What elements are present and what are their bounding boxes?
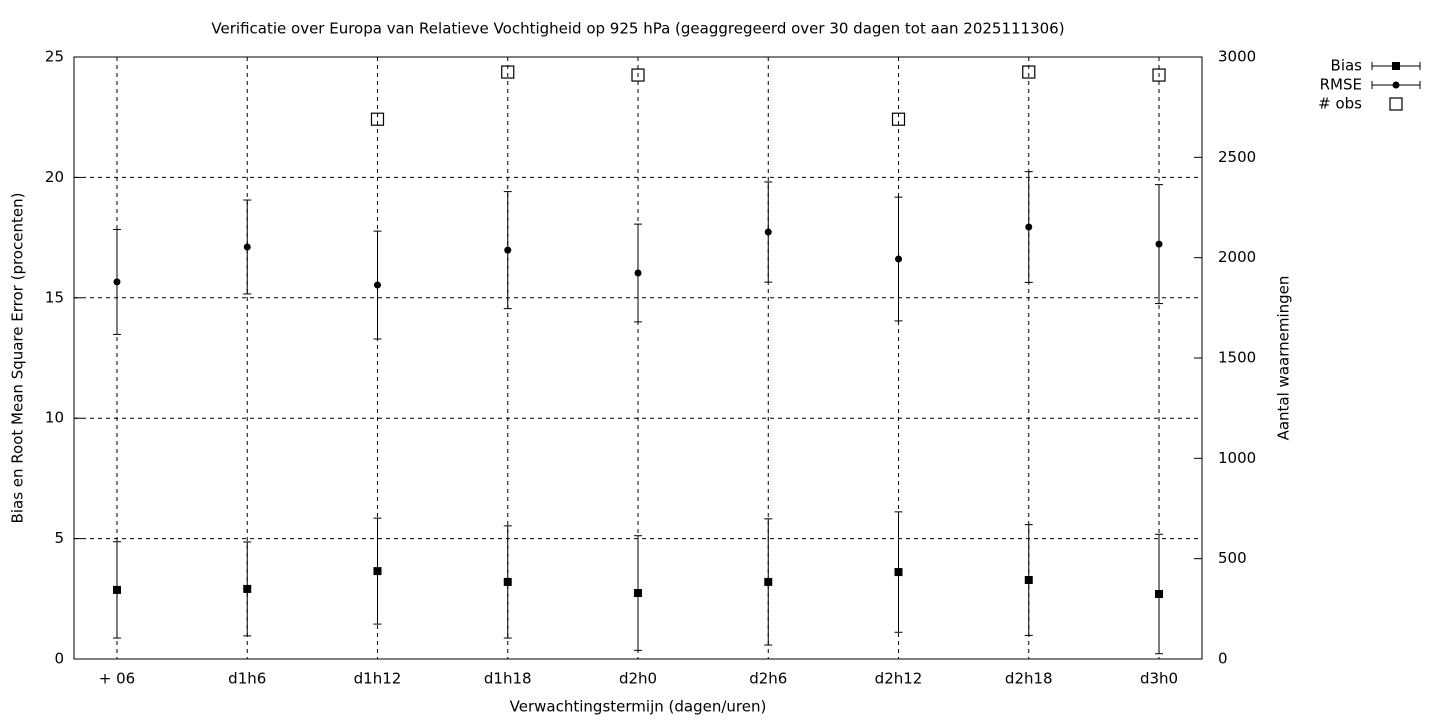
bias-marker bbox=[373, 567, 382, 576]
x-tick-label: d3h0 bbox=[1140, 670, 1178, 688]
rmse-marker bbox=[764, 228, 772, 236]
x-tick-label: d2h12 bbox=[875, 670, 923, 688]
y2-tick-label: 1500 bbox=[1218, 349, 1256, 367]
rmse-marker bbox=[243, 243, 251, 251]
bias-marker bbox=[764, 577, 773, 586]
x-axis-label: Verwachtingstermijn (dagen/uren) bbox=[510, 698, 767, 716]
obs-marker bbox=[501, 65, 515, 79]
y2-tick-label: 500 bbox=[1218, 549, 1247, 567]
legend-marker bbox=[1392, 62, 1400, 70]
obs-marker bbox=[1152, 68, 1166, 82]
y2-tick-label: 2000 bbox=[1218, 248, 1256, 266]
y2-tick-label: 3000 bbox=[1218, 48, 1256, 66]
x-tick-label: d2h6 bbox=[749, 670, 787, 688]
obs-marker bbox=[370, 112, 385, 126]
rmse-marker bbox=[373, 281, 381, 289]
y2-tick-label: 0 bbox=[1218, 650, 1228, 668]
legend-marker bbox=[1392, 81, 1400, 89]
bias-marker bbox=[634, 589, 642, 598]
rmse-marker bbox=[113, 278, 121, 286]
legend-label: Bias bbox=[1331, 57, 1363, 75]
chart-title: Verificatie over Europa van Relatieve Vo… bbox=[211, 20, 1064, 38]
y-tick-label: 20 bbox=[45, 168, 64, 186]
x-tick-label: d2h18 bbox=[1005, 670, 1053, 688]
plot-border bbox=[73, 56, 1203, 660]
rmse-marker bbox=[634, 269, 642, 277]
bias-marker bbox=[894, 568, 903, 577]
bias-marker bbox=[1024, 576, 1033, 585]
y-tick-label: 0 bbox=[54, 650, 64, 668]
y2-axis-label: Aantal waarnemingen bbox=[1275, 276, 1293, 441]
x-tick-label: d2h0 bbox=[619, 670, 657, 688]
y2-tick-label: 1000 bbox=[1218, 449, 1256, 467]
y2-tick-label: 2500 bbox=[1218, 148, 1256, 166]
x-tick-label: d1h6 bbox=[228, 670, 266, 688]
obs-marker bbox=[1022, 65, 1036, 79]
x-tick-label: d1h18 bbox=[484, 670, 532, 688]
y-axis-label: Bias en Root Mean Square Error (procente… bbox=[9, 193, 27, 524]
rmse-marker bbox=[1155, 240, 1163, 248]
y-tick-label: 5 bbox=[54, 529, 64, 547]
y-tick-label: 25 bbox=[45, 48, 64, 66]
bias-marker bbox=[243, 584, 252, 593]
rmse-marker bbox=[895, 255, 903, 263]
legend-label: # obs bbox=[1318, 95, 1362, 113]
rmse-marker bbox=[504, 246, 512, 254]
bias-marker bbox=[503, 577, 512, 586]
legend-marker bbox=[1389, 97, 1403, 111]
x-tick-label: + 06 bbox=[99, 670, 135, 688]
x-tick-label: d1h12 bbox=[354, 670, 402, 688]
obs-marker bbox=[891, 112, 906, 126]
rmse-marker bbox=[1025, 223, 1033, 231]
legend-label: RMSE bbox=[1320, 76, 1362, 94]
bias-marker bbox=[112, 585, 121, 594]
obs-marker bbox=[631, 68, 645, 82]
y-tick-label: 10 bbox=[45, 409, 64, 427]
bias-marker bbox=[1155, 589, 1164, 598]
y-tick-label: 15 bbox=[45, 288, 64, 306]
